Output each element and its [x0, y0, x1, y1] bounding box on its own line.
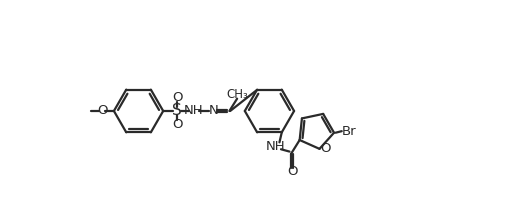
Text: NH: NH — [184, 104, 204, 117]
Text: Br: Br — [342, 125, 357, 138]
Text: O: O — [287, 165, 297, 178]
Text: O: O — [320, 142, 331, 155]
Text: NH: NH — [266, 140, 285, 153]
Text: S: S — [172, 104, 182, 118]
Text: O: O — [172, 118, 182, 131]
Text: O: O — [97, 104, 107, 117]
Text: CH₃: CH₃ — [226, 88, 248, 101]
Text: O: O — [172, 91, 182, 104]
Text: N: N — [208, 104, 218, 117]
